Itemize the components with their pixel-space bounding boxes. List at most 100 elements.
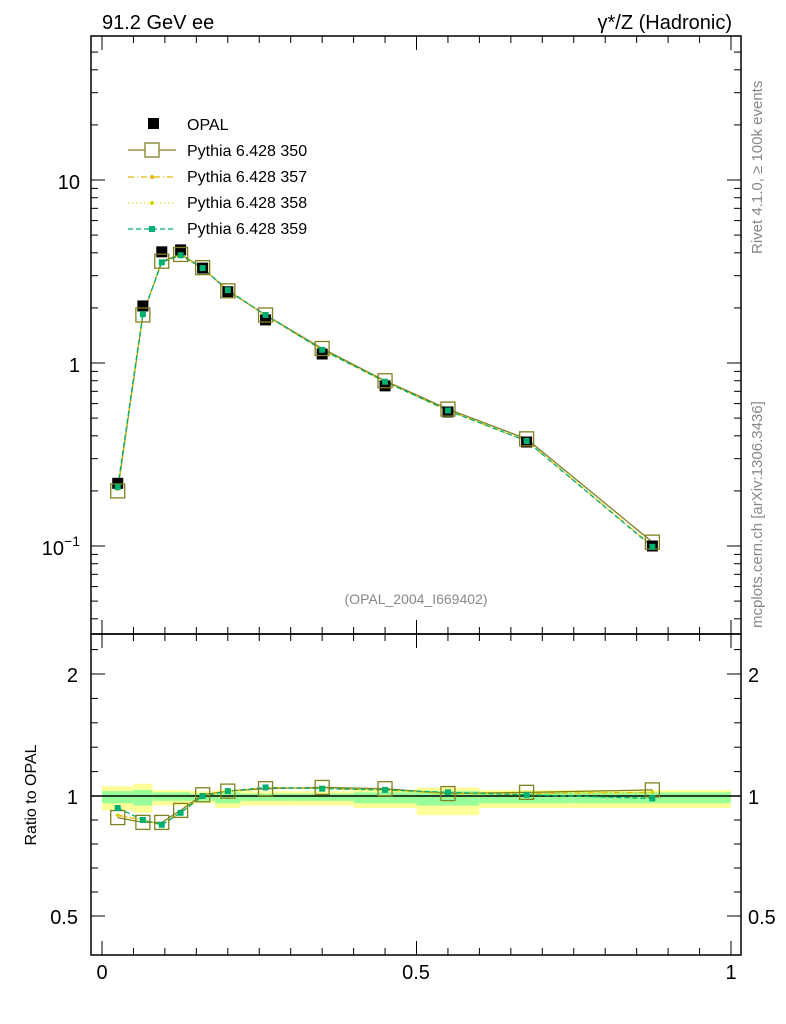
ratio-359-point: [649, 795, 656, 802]
main-series-line: [117, 254, 653, 547]
ratio-y-axis-label: Ratio to OPAL: [23, 744, 40, 845]
process-title: γ*/Z (Hadronic): [598, 12, 732, 34]
pythia-350-point: [194, 259, 211, 276]
pythia-359-point: [224, 287, 231, 294]
analysis-id-watermark: (OPAL_2004_I669402): [345, 591, 488, 607]
ratio-band-green: [353, 792, 417, 804]
ratio-band-green: [240, 793, 291, 801]
legend-entry-opal: OPAL: [148, 117, 229, 134]
ratio-x-tick-labels: 0 0.5 1: [96, 962, 736, 984]
pythia-350-point: [220, 283, 236, 299]
pythia-359-point: [158, 259, 165, 266]
pythia-359-point: [262, 311, 269, 318]
legend-label-358: Pythia 6.428 358: [187, 195, 307, 212]
pythia-359-point: [382, 378, 389, 385]
pythia-350-point: [257, 307, 274, 323]
ratio-359-point: [444, 789, 451, 796]
x-tick-label: 0: [96, 962, 107, 984]
opal-data-point: [156, 246, 168, 258]
pythia-350-point: [110, 483, 126, 499]
ratio-359-point: [224, 788, 231, 795]
ratio-y-tick-label: 1: [67, 787, 78, 809]
legend-entry-359: Pythia 6.428 359: [128, 221, 307, 238]
legend-entry-358: Pythia 6.428 358: [128, 195, 307, 212]
ratio-359-point: [382, 786, 389, 793]
ratio-359-point: [199, 793, 206, 799]
main-panel: 10 1 10−1 OPAL Pythia 6.428 350 Pythia 6…: [42, 35, 742, 635]
ratio-y-tick-label-right: 0.5: [748, 907, 776, 929]
pythia-359-point: [177, 252, 184, 259]
legend-marker-350: [144, 142, 160, 158]
pythia-350-point: [314, 340, 330, 357]
opal-data-point: [379, 380, 391, 392]
ratio-y-tick-label: 2: [67, 665, 78, 687]
pythia-359-point: [114, 484, 121, 491]
ratio-359-point: [523, 791, 530, 798]
main-y-tick-label: 1: [69, 355, 80, 377]
ratio-350-point: [220, 783, 236, 799]
ratio-band-green: [133, 789, 153, 806]
ratio-359-point: [158, 821, 165, 828]
pythia-350-point: [518, 431, 535, 447]
pythia-350-point: [135, 307, 151, 323]
ratio-350-point: [440, 785, 456, 802]
opal-data-point: [175, 244, 187, 256]
pythia-359-point: [139, 311, 146, 318]
legend-entry-357: Pythia 6.428 357: [128, 169, 307, 186]
legend: OPAL Pythia 6.428 350 Pythia 6.428 357 P…: [128, 117, 307, 238]
ratio-359-point: [319, 785, 326, 792]
main-y-tick-labels: 10 1 10−1: [42, 172, 80, 560]
ratio-350-point: [257, 781, 274, 797]
legend-label-350: Pythia 6.428 350: [187, 143, 307, 160]
ratio-y-tick-label-right: 2: [748, 665, 759, 687]
ratio-350-point: [172, 802, 189, 819]
legend-marker-359: [149, 226, 155, 232]
ratio-350-point: [377, 781, 393, 797]
ratio-pythia-point: [650, 790, 655, 795]
pythia-359-point: [444, 407, 451, 414]
main-series-lines: [117, 253, 653, 548]
pythia-359-point: [649, 543, 656, 550]
pythia-359-point: [523, 437, 530, 444]
ratio-y-tick-label-right: 1: [748, 787, 759, 809]
main-series-line: [117, 254, 653, 547]
ratio-y-tick-labels: 2 1 0.5 2 1 0.5: [50, 665, 776, 929]
x-tick-label: 1: [725, 962, 736, 984]
rivet-version-label: Rivet 4.1.0, ≥ 100k events: [749, 81, 766, 254]
legend-label-359: Pythia 6.428 359: [187, 221, 307, 238]
pythia-350-point: [440, 401, 456, 417]
ratio-359-point: [114, 805, 121, 811]
ratio-series-lines: [117, 786, 653, 826]
pythia-359-point: [319, 346, 326, 353]
ratio-band-green: [102, 791, 134, 804]
main-y-tick-label: 10−1: [42, 533, 80, 560]
x-tick-label: 0.5: [402, 962, 430, 984]
ratio-y-tick-label: 0.5: [50, 907, 78, 929]
ratio-frame: [90, 633, 742, 956]
pythia-350-point: [377, 373, 393, 389]
main-axis-ticks: [91, 36, 741, 634]
ratio-panel: 2 1 0.5 2 1 0.5 0 0.5 1 Ratio to OPAL: [23, 633, 776, 984]
ratio-359-point: [139, 817, 146, 823]
legend-label-opal: OPAL: [187, 117, 229, 134]
legend-entry-350: Pythia 6.428 350: [128, 142, 307, 160]
pythia-359-point: [199, 265, 206, 272]
ratio-350-point: [154, 814, 170, 831]
ratio-359-point: [262, 784, 269, 791]
legend-marker-358: [150, 201, 154, 205]
ratio-350-point: [194, 787, 211, 803]
main-series-line: [117, 254, 653, 548]
main-y-tick-label: 10: [58, 172, 80, 194]
ratio-series-markers: [110, 779, 661, 831]
ratio-series-line: [117, 786, 653, 826]
ratio-350-point: [314, 779, 330, 796]
collision-energy-title: 91.2 GeV ee: [102, 12, 214, 34]
opal-data-point: [260, 314, 272, 326]
main-series-line: [117, 253, 653, 543]
legend-marker-opal: [148, 118, 159, 129]
opal-data-point: [137, 300, 149, 312]
opal-data-point: [316, 348, 328, 360]
pythia-350-point: [172, 246, 189, 263]
main-series-markers: [110, 244, 661, 552]
